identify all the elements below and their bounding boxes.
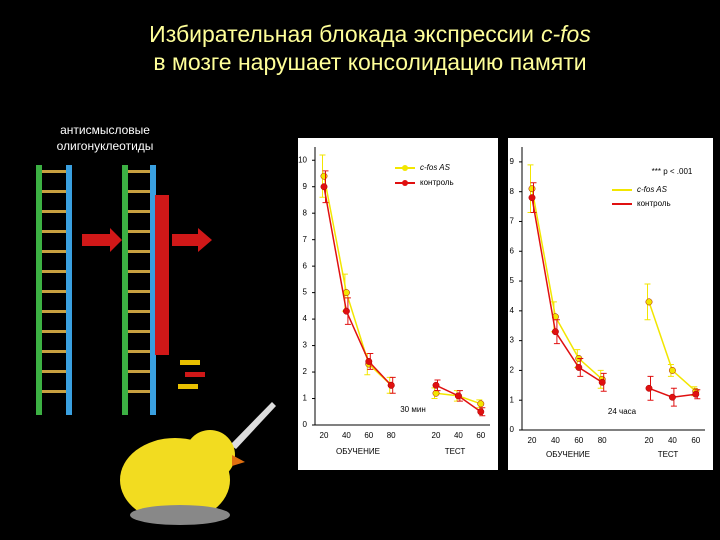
y-tick-label: 7	[303, 235, 308, 244]
legend-label: контроль	[420, 178, 454, 187]
plot-background	[298, 138, 498, 470]
data-point	[645, 298, 653, 306]
legend-label: c-fos AS	[420, 163, 451, 172]
plot-background	[508, 138, 713, 470]
x-tick-label: 20	[528, 436, 537, 445]
data-point	[387, 381, 395, 389]
x-tick-label: 60	[364, 431, 373, 440]
data-point	[598, 378, 606, 386]
chart-caption: кратковременная	[368, 483, 433, 492]
y-tick-label: 5	[510, 276, 515, 285]
y-tick-label: 0	[303, 420, 308, 429]
diagram-label: олигонуклеотиды	[57, 139, 154, 153]
x-tick-label: 80	[598, 436, 607, 445]
y-tick-label: 3	[510, 336, 515, 345]
data-point	[365, 358, 373, 365]
x-tick-label: 80	[387, 431, 396, 440]
y-tick-label: 6	[303, 261, 308, 270]
data-point	[477, 408, 485, 416]
chart-caption: память	[602, 498, 628, 507]
data-point	[575, 363, 583, 371]
data-point	[432, 389, 440, 397]
x-tick-label: 40	[342, 431, 351, 440]
group-label: ОБУЧЕНИЕ	[546, 450, 590, 459]
chart-caption: долговременная	[584, 483, 646, 492]
y-tick-label: 6	[510, 246, 515, 255]
y-tick-label: 2	[303, 367, 308, 376]
annotation: 24 часа	[608, 407, 637, 416]
dna-diagram	[36, 165, 212, 415]
data-point	[668, 366, 676, 374]
data-point	[320, 183, 328, 191]
x-tick-label: 60	[574, 436, 583, 445]
x-tick-label: 40	[668, 436, 677, 445]
x-tick-label: 60	[691, 436, 700, 445]
annotation: 30 мин	[400, 405, 426, 414]
y-tick-label: 4	[510, 306, 515, 315]
y-tick-label: 9	[510, 157, 515, 166]
y-tick-label: 7	[510, 217, 515, 226]
legend-label: c-fos AS	[637, 185, 668, 194]
y-tick-label: 9	[303, 182, 308, 191]
chick	[120, 402, 276, 525]
title: Избирательная блокада экспрессии c-fos	[149, 21, 591, 47]
title-text: Избирательная блокада экспрессии	[149, 21, 534, 47]
x-tick-label: 20	[645, 436, 654, 445]
data-point	[454, 392, 462, 400]
x-tick-label: 20	[320, 431, 329, 440]
data-point	[528, 185, 536, 193]
data-point	[320, 172, 328, 180]
group-label: ОБУЧЕНИЕ	[336, 447, 380, 456]
y-tick-label: 1	[510, 395, 515, 404]
y-tick-label: 1	[303, 394, 308, 403]
group-label: ТЕСТ	[658, 450, 679, 459]
y-tick-label: 5	[303, 288, 308, 297]
y-tick-label: 8	[303, 208, 308, 217]
y-tick-label: 10	[298, 155, 307, 164]
title-em: c-fos	[541, 21, 591, 47]
x-tick-label: 40	[454, 431, 463, 440]
data-point	[645, 384, 653, 392]
y-tick-label: 2	[510, 366, 515, 375]
data-point	[477, 400, 485, 408]
y-tick-label: 8	[510, 187, 515, 196]
data-point	[528, 194, 536, 202]
legend-label: контроль	[637, 199, 671, 208]
y-tick-label: 3	[303, 341, 308, 350]
x-tick-label: 40	[551, 436, 560, 445]
data-point	[342, 307, 350, 315]
group-label: ТЕСТ	[445, 447, 466, 456]
legend-marker	[402, 180, 408, 186]
data-point	[692, 390, 700, 398]
x-tick-label: 60	[476, 431, 485, 440]
y-tick-label: 4	[303, 314, 308, 323]
y-tick-label: 0	[510, 425, 515, 434]
x-tick-label: 20	[432, 431, 441, 440]
data-point	[551, 328, 559, 336]
significance: *** p < .001	[652, 167, 693, 176]
diagram-label: антисмысловые	[60, 123, 150, 137]
legend-marker	[402, 165, 408, 171]
data-point	[668, 393, 676, 401]
data-point	[432, 381, 440, 389]
chart-caption: память	[387, 498, 413, 507]
y-axis-label: ЧИСЛО ОШИБОК	[282, 257, 291, 323]
title: в мозге нарушает консолидацию памяти	[153, 49, 586, 75]
